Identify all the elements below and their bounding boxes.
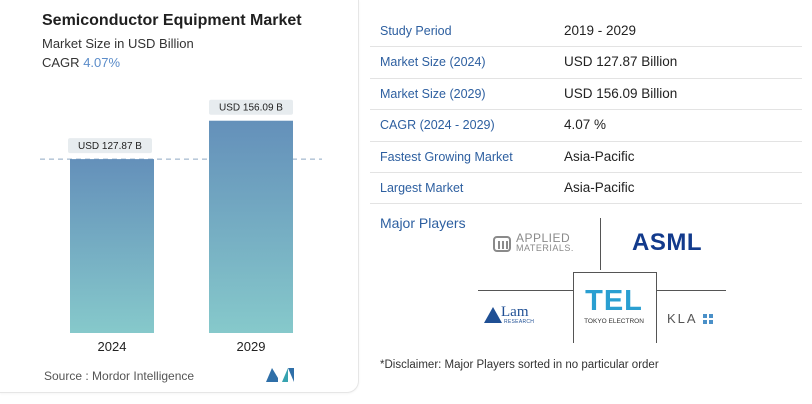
kla-mark-icon bbox=[703, 314, 713, 324]
major-players-title: Major Players bbox=[380, 215, 466, 231]
table-row: Fastest Growing Market Asia-Pacific bbox=[370, 142, 802, 173]
divider bbox=[478, 290, 574, 291]
data-label-bg bbox=[68, 138, 152, 154]
applied-line1: APPLIED bbox=[516, 231, 571, 245]
disclaimer-note: *Disclaimer: Major Players sorted in no … bbox=[380, 359, 659, 371]
x-tick-label: 2029 bbox=[237, 339, 266, 354]
data-label: USD 156.09 B bbox=[219, 103, 283, 114]
source-note: Source : Mordor Intelligence bbox=[44, 369, 195, 383]
row-key: Largest Market bbox=[380, 180, 464, 195]
applied-materials-mark-icon bbox=[493, 236, 511, 252]
data-label: USD 127.87 B bbox=[78, 141, 142, 152]
row-value: Asia-Pacific bbox=[564, 148, 635, 164]
kla-logo: KLA bbox=[667, 311, 717, 327]
cagr-label: CAGR bbox=[42, 55, 80, 70]
tel-subtext: TOKYO ELECTRON bbox=[584, 318, 644, 325]
mordor-intelligence-logo-icon bbox=[266, 368, 294, 382]
chart-card bbox=[0, 0, 359, 393]
row-key: Fastest Growing Market bbox=[380, 149, 513, 164]
chart-title: Semiconductor Equipment Market bbox=[42, 12, 302, 29]
kla-text: KLA bbox=[667, 311, 698, 326]
table-row: Study Period 2019 - 2029 bbox=[370, 16, 802, 48]
cagr-value: 4.07% bbox=[83, 55, 121, 70]
logo-frame bbox=[573, 272, 657, 343]
row-value: Asia-Pacific bbox=[564, 179, 635, 195]
table-row: Market Size (2024) USD 127.87 Billion bbox=[370, 47, 802, 79]
row-value: 4.07 % bbox=[564, 117, 607, 133]
divider bbox=[656, 290, 726, 291]
applied-materials-logo: APPLIED MATERIALS. bbox=[492, 232, 582, 254]
lam-subtext: RESEARCH bbox=[504, 319, 535, 325]
divider bbox=[600, 218, 601, 270]
market-summary-table: Study Period 2019 - 2029 Market Size (20… bbox=[370, 16, 802, 205]
x-tick-label: 2024 bbox=[98, 339, 127, 354]
row-key: Market Size (2029) bbox=[380, 86, 486, 101]
data-label-bg bbox=[209, 99, 293, 115]
bar-chart: USD 127.87 B 2024 USD 156.09 B 2029 bbox=[40, 99, 322, 354]
lam-research-logo: Lam RESEARCH bbox=[484, 304, 544, 326]
tel-logo: TEL bbox=[585, 285, 643, 317]
row-key: Market Size (2024) bbox=[380, 55, 486, 70]
row-value: USD 156.09 Billion bbox=[564, 85, 678, 101]
table-row: Largest Market Asia-Pacific bbox=[370, 173, 802, 205]
bar bbox=[70, 159, 154, 333]
row-value: 2019 - 2029 bbox=[564, 23, 637, 38]
applied-line2: MATERIALS. bbox=[516, 243, 574, 253]
row-key: Study Period bbox=[380, 24, 452, 38]
chart-subtitle: Market Size in USD Billion bbox=[42, 36, 194, 51]
table-row: Market Size (2029) USD 156.09 Billion bbox=[370, 79, 802, 111]
cagr-line: CAGR 4.07% bbox=[42, 55, 120, 70]
lam-mark-icon bbox=[484, 307, 502, 323]
asml-logo: ASML bbox=[632, 229, 702, 256]
table-row: CAGR (2024 - 2029) 4.07 % bbox=[370, 110, 802, 142]
row-key: CAGR (2024 - 2029) bbox=[380, 118, 495, 133]
row-value: USD 127.87 Billion bbox=[564, 54, 678, 70]
bar bbox=[209, 120, 293, 333]
lam-text: Lam bbox=[501, 304, 529, 320]
